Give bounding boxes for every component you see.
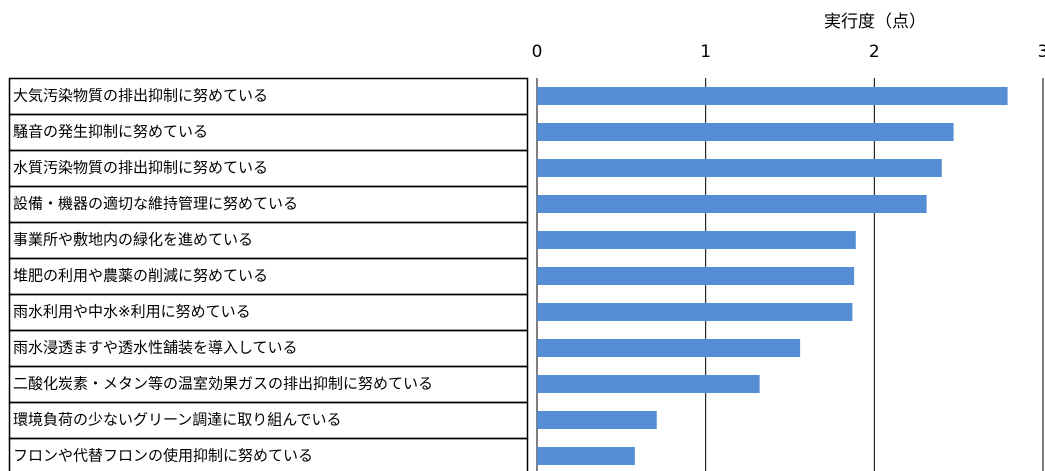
category-label: 大気汚染物質の排出抑制に努めている <box>13 87 268 105</box>
bar <box>537 303 853 321</box>
category-label: 騒音の発生抑制に努めている <box>13 123 208 141</box>
bar <box>537 339 801 357</box>
axis-title: 実行度（点） <box>824 12 926 32</box>
category-label: 設備・機器の適切な維持管理に努めている <box>13 195 298 213</box>
category-label: 雨水利用や中水※利用に努めている <box>13 303 251 321</box>
x-tick-label: 0 <box>532 42 543 62</box>
x-tick-label: 3 <box>1038 42 1045 62</box>
bar <box>537 159 942 177</box>
bar <box>537 411 657 429</box>
category-label: 水質汚染物質の排出抑制に努めている <box>13 159 268 177</box>
category-label: 堆肥の利用や農薬の削減に努めている <box>13 267 268 285</box>
category-label: 二酸化炭素・メタン等の温室効果ガスの排出抑制に努めている <box>13 375 433 393</box>
x-tick-label: 2 <box>869 42 880 62</box>
bar <box>537 375 760 393</box>
category-label: フロンや代替フロンの使用抑制に努めている <box>13 447 313 465</box>
category-label: 環境負荷の少ないグリーン調達に取り組んでいる <box>13 411 342 429</box>
bar <box>537 231 856 249</box>
bar <box>537 447 635 465</box>
label-cell <box>8 437 529 471</box>
bar <box>537 87 1008 105</box>
bar <box>537 123 954 141</box>
category-label: 雨水浸透ますや透水性舗装を導入している <box>13 339 298 357</box>
category-label: 事業所や敷地内の緑化を進めている <box>13 231 253 249</box>
bar <box>537 195 927 213</box>
bar <box>537 267 855 285</box>
x-tick-label: 1 <box>700 42 711 62</box>
